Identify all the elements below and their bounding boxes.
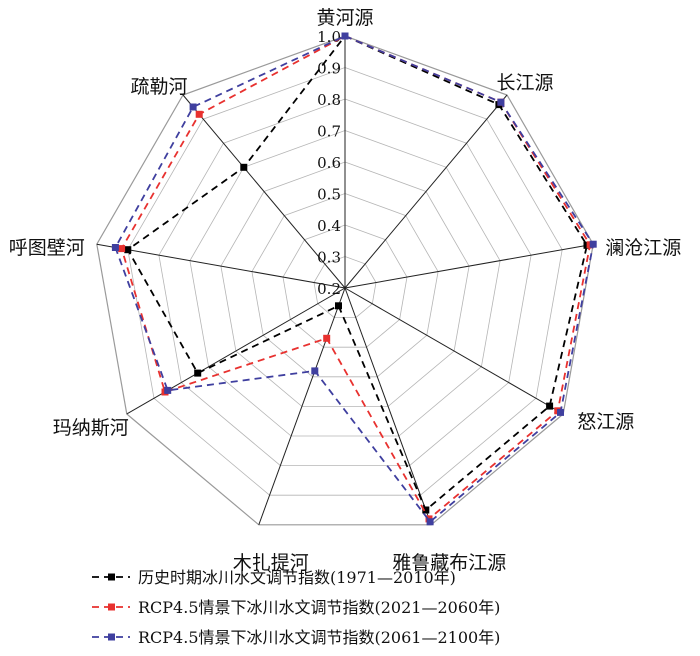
legend-entry-2: RCP4.5情景下冰川水文调节指数(2061—2100年) [138,628,500,647]
spoke-3 [344,287,564,415]
series-0-point-7 [124,246,132,254]
series-2-point-2 [589,240,597,248]
grid-ring-7 [127,67,563,496]
spoke-5 [258,287,346,525]
series-0-point-4 [422,506,430,514]
category-label-5: 木扎提河 [233,552,309,574]
legend-entry-1: RCP4.5情景下冰川水文调节指数(2021—2060年) [138,598,500,617]
series-line-0 [126,34,588,512]
tick-label-7: 0.9 [317,60,341,78]
tick-label-4: 0.6 [317,154,341,172]
tick-label-3: 0.5 [317,186,341,204]
series-0-point-5 [335,302,342,310]
radar-grid [96,35,594,526]
grid-ring-6 [158,98,532,467]
spoke-1 [344,94,508,289]
grid-ring-1 [313,256,377,319]
series-layer [111,32,597,526]
series-2-point-0 [341,32,349,40]
category-label-8: 疏勒河 [130,76,187,98]
grid-ring-3 [251,193,439,378]
tick-label-1: 0.3 [317,249,341,267]
series-2-point-6 [164,386,172,394]
category-label-1: 长江源 [496,72,553,94]
series-2-point-8 [189,103,197,111]
legend: 历史时期冰川水文调节指数(1971—2010年) RCP4.5情景下冰川水文调节指… [92,568,500,647]
radar-spokes [96,36,594,525]
legend-swatch-marker-2 [108,633,115,641]
legend-swatch-marker-1 [108,603,115,611]
series-2 [111,32,597,526]
legend-entry-0: 历史时期冰川水文调节指数(1971—2010年) [138,568,456,587]
spoke-7 [96,243,346,289]
grid-ring-5 [189,130,501,437]
series-2-point-1 [497,98,505,106]
series-2-point-4 [426,518,434,526]
tick-label-0: 0.2 [317,280,341,298]
spoke-4 [344,287,432,525]
series-1-point-7 [118,245,126,253]
category-label-7: 呼图壁河 [9,237,85,259]
tick-label-6: 0.8 [317,91,341,109]
category-label-6: 玛纳斯河 [53,417,129,439]
spoke-8 [182,94,346,289]
series-0-point-8 [240,163,248,171]
spoke-2 [344,243,594,289]
tick-label-2: 0.4 [317,217,341,235]
category-label-3: 怒江源 [577,411,634,433]
tick-label-5: 0.7 [317,123,341,141]
radial-tick-labels: 0.2 0.3 0.4 0.5 0.6 0.7 0.8 0.9 1.0 [317,28,341,298]
grid-ring-2 [282,224,408,348]
series-1-point-5 [323,334,331,342]
tick-label-8: 1.0 [317,28,341,46]
series-line-2 [114,35,595,524]
grid-ring-8 [96,35,594,526]
series-2-point-3 [557,408,564,416]
series-0-point-3 [546,402,554,410]
series-0-point-6 [194,369,202,377]
grid-ring-4 [220,161,470,407]
category-label-4: 雅鲁藏布江源 [392,552,506,574]
series-2-point-5 [311,367,319,375]
legend-swatch-marker-0 [108,573,115,581]
series-2-point-7 [111,244,119,251]
category-label-0: 黄河源 [316,7,373,29]
spoke-6 [126,287,346,415]
series-line-1 [120,35,592,521]
series-1-point-8 [195,110,203,118]
category-label-2: 澜沧江源 [605,237,681,259]
